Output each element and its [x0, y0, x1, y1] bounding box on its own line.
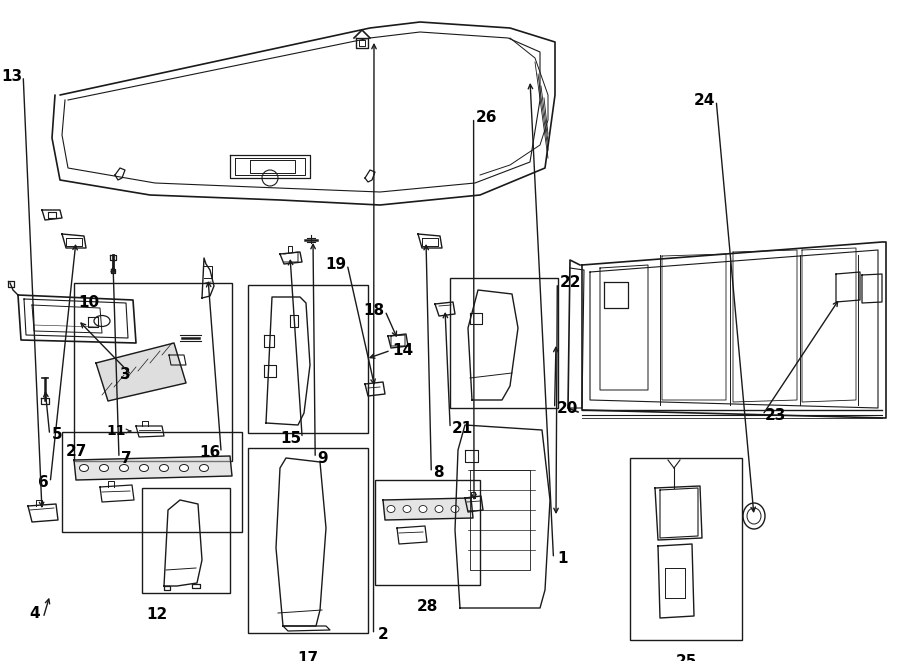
Text: 7: 7 [121, 451, 131, 465]
Text: 10: 10 [78, 295, 99, 310]
Text: 1: 1 [557, 551, 568, 566]
Text: 22: 22 [559, 276, 580, 290]
Bar [248, 448, 368, 633]
Ellipse shape [120, 465, 129, 471]
Bar [630, 458, 742, 640]
Text: 3: 3 [120, 368, 130, 382]
Polygon shape [74, 456, 232, 480]
Bar [450, 278, 558, 408]
Bar [375, 480, 480, 585]
Text: 27: 27 [66, 444, 87, 459]
Text: 2: 2 [377, 627, 388, 642]
Text: 19: 19 [325, 257, 346, 272]
Text: 12: 12 [146, 607, 167, 622]
Text: 15: 15 [280, 431, 302, 446]
Text: 9: 9 [317, 451, 328, 465]
Bar [74, 283, 232, 461]
Ellipse shape [403, 506, 411, 512]
Text: 14: 14 [392, 343, 414, 358]
Ellipse shape [419, 506, 427, 512]
Text: 4: 4 [29, 605, 40, 621]
Ellipse shape [179, 465, 188, 471]
Polygon shape [383, 498, 473, 520]
Text: 5: 5 [51, 428, 62, 442]
Ellipse shape [159, 465, 168, 471]
Ellipse shape [200, 465, 209, 471]
Text: 25: 25 [675, 654, 697, 661]
Text: 26: 26 [475, 110, 497, 125]
Ellipse shape [435, 506, 443, 512]
Text: 18: 18 [363, 303, 384, 318]
Polygon shape [96, 343, 186, 401]
Bar [142, 488, 230, 593]
Ellipse shape [451, 506, 459, 512]
Ellipse shape [100, 465, 109, 471]
Text: 23: 23 [764, 408, 786, 422]
Text: 20: 20 [556, 401, 578, 416]
Text: 6: 6 [39, 475, 50, 490]
Bar [62, 432, 242, 532]
Text: 13: 13 [1, 69, 22, 83]
Text: 11: 11 [106, 424, 126, 438]
Text: 28: 28 [417, 599, 437, 614]
Bar [248, 285, 368, 433]
Ellipse shape [79, 465, 88, 471]
Text: 21: 21 [452, 421, 473, 436]
Ellipse shape [140, 465, 148, 471]
Text: 16: 16 [199, 446, 220, 460]
Text: 24: 24 [694, 93, 716, 108]
Text: 8: 8 [433, 465, 444, 480]
Ellipse shape [387, 506, 395, 512]
Text: 17: 17 [297, 651, 319, 661]
